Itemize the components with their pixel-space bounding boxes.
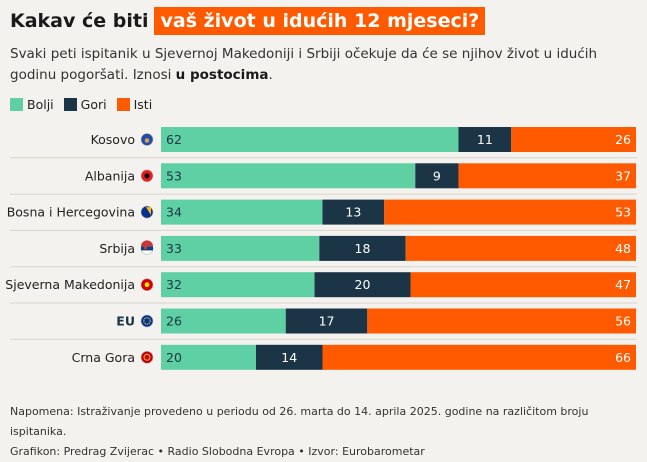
- data-label-gori: 11: [477, 132, 493, 147]
- data-label-bolji: 32: [166, 277, 182, 292]
- bar-row-albanija: Albanija 53 9 37: [10, 157, 637, 189]
- data-label-gori: 18: [355, 241, 371, 256]
- legend-swatch-gori: [63, 98, 77, 111]
- bar-segment-bolji: [161, 163, 416, 189]
- bar-segment-gori: [314, 272, 411, 298]
- legend-label-bolji: Bolji: [27, 97, 54, 112]
- legend-swatch-isti: [116, 98, 130, 111]
- category-label-srbija: Srbija: [99, 241, 135, 256]
- bar-segment-isti: [405, 235, 636, 261]
- bar-segment-isti: [322, 344, 636, 370]
- data-label-isti: 56: [615, 314, 631, 329]
- bar-row-bosna-i-hercegovina: Bosna i Hercegovina 34 13 53: [7, 193, 637, 225]
- data-label-isti: 53: [615, 205, 631, 220]
- bar-segment-isti: [367, 308, 636, 334]
- footnote: Napomena: Istraživanje provedeno u perio…: [10, 402, 640, 462]
- category-label-kosovo: Kosovo: [91, 132, 135, 147]
- eu-flag-stars: [143, 317, 151, 325]
- category-label-sjeverna-makedonija: Sjeverna Makedonija: [5, 277, 135, 292]
- bar-segment-bolji: [161, 199, 323, 225]
- north-macedonia-flag-sun: [144, 282, 150, 288]
- legend: Bolji Gori Isti: [10, 97, 162, 112]
- bar-segment-bolji: [161, 127, 459, 152]
- bar-segment-bolji: [161, 272, 315, 298]
- title-prefix: Kakav će biti: [10, 10, 149, 32]
- bar-segment-gori: [458, 127, 512, 152]
- bar-row-sjeverna-makedonija: Sjeverna Makedonija 32 20 47: [5, 266, 637, 298]
- category-label-crna-gora: Crna Gora: [72, 350, 135, 365]
- title-highlight: vaš život u idućih 12 mjeseci?: [154, 7, 486, 35]
- bih-flag-triangle: [146, 207, 151, 216]
- legend-item-bolji: Bolji: [10, 97, 54, 112]
- subtitle-text: Svaki peti ispitanik u Sjevernoj Makedon…: [10, 46, 598, 83]
- legend-label-isti: Isti: [133, 97, 153, 112]
- legend-label-gori: Gori: [80, 97, 107, 112]
- data-label-isti: 66: [615, 350, 631, 365]
- kosovo-flag-map: [144, 138, 150, 143]
- data-label-bolji: 26: [166, 314, 182, 329]
- category-label-albanija: Albanija: [85, 168, 135, 183]
- bar-segment-isti: [511, 127, 636, 152]
- data-label-bolji: 62: [166, 132, 182, 147]
- data-label-bolji: 20: [166, 350, 182, 365]
- data-label-isti: 37: [615, 168, 631, 183]
- bar-segment-gori: [319, 235, 406, 261]
- data-label-bolji: 33: [166, 241, 182, 256]
- data-label-gori: 20: [355, 277, 371, 292]
- legend-item-isti: Isti: [116, 97, 153, 112]
- footnote-line-2: Grafikon: Predrag Zvijerac • Radio Slobo…: [10, 445, 425, 458]
- subtitle-bold: u postocima: [175, 67, 269, 83]
- data-label-gori: 13: [345, 205, 361, 220]
- bar-segment-isti: [384, 199, 636, 225]
- chart-title: Kakav će biti vaš život u idućih 12 mjes…: [10, 5, 486, 37]
- category-label-eu: EU: [116, 314, 135, 329]
- legend-item-gori: Gori: [63, 97, 107, 112]
- serbia-flag-red: [141, 240, 153, 247]
- subtitle-end: .: [268, 67, 273, 83]
- data-label-gori: 14: [281, 350, 297, 365]
- data-label-bolji: 53: [166, 168, 182, 183]
- bar-segment-isti: [410, 272, 636, 298]
- bar-segment-gori: [415, 163, 459, 189]
- bar-segment-gori: [322, 199, 385, 225]
- bar-segment-isti: [458, 163, 636, 189]
- eu-flag-icon: [140, 314, 154, 328]
- bar-row-eu: EU 26 17 56: [10, 302, 637, 334]
- category-label-bosna-i-hercegovina: Bosna i Hercegovina: [7, 205, 135, 220]
- bar-segment-bolji: [161, 308, 286, 334]
- bar-segment-bolji: [161, 344, 256, 370]
- data-label-isti: 26: [615, 132, 631, 147]
- stacked-bar-chart: Kosovo 62 11 26 Albanija 53 9 37 Bosna i Hercego…: [5, 127, 637, 370]
- data-label-gori: 17: [319, 314, 335, 329]
- serbia-flag-coat: [143, 246, 148, 250]
- data-label-isti: 48: [615, 241, 631, 256]
- bar-segment-bolji: [161, 235, 320, 261]
- montenegro-flag-inner: [144, 354, 150, 360]
- bar-row-crna-gora: Crna Gora 20 14 66: [10, 338, 637, 370]
- chart-subtitle: Svaki peti ispitanik u Sjevernoj Makedon…: [10, 44, 640, 86]
- data-label-bolji: 34: [166, 205, 182, 220]
- legend-swatch-bolji: [10, 98, 23, 111]
- data-label-isti: 47: [615, 277, 631, 292]
- bar-row-kosovo: Kosovo 62 11 26: [91, 127, 636, 152]
- bar-segment-gori: [285, 308, 368, 334]
- bar-segment-gori: [256, 344, 323, 370]
- data-label-gori: 9: [433, 168, 441, 183]
- footnote-line-1: Napomena: Istraživanje provedeno u perio…: [10, 405, 589, 438]
- bar-row-srbija: Srbija 33 18 48: [10, 229, 637, 261]
- albania-flag-eagle: [144, 173, 150, 179]
